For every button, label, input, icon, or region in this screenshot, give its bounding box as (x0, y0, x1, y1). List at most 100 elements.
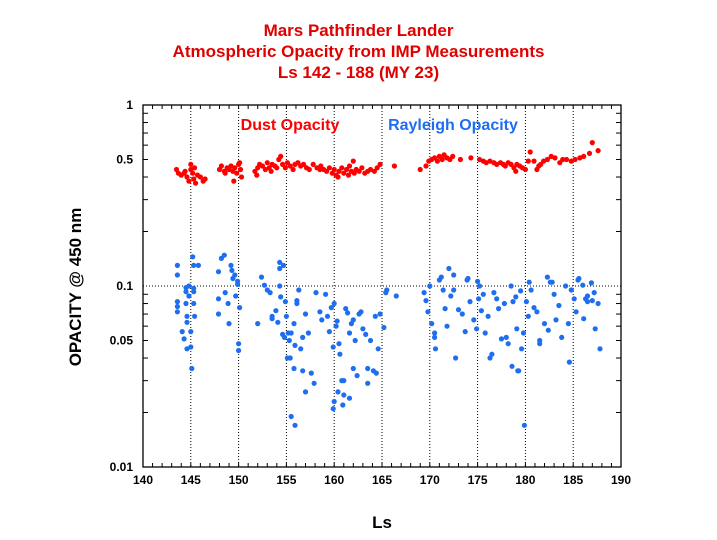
dust-point (193, 180, 199, 186)
dust-point (434, 158, 440, 164)
rayleigh-point (225, 300, 231, 307)
rayleigh-point (528, 287, 534, 293)
dust-point (254, 172, 260, 178)
dust-point (581, 153, 587, 159)
rayleigh-point (377, 311, 383, 317)
rayleigh-point (580, 282, 586, 288)
rayleigh-point (597, 346, 603, 352)
rayleigh-point (174, 309, 180, 315)
rayleigh-point (333, 323, 339, 329)
rayleigh-point (451, 287, 457, 293)
rayleigh-point (232, 272, 238, 278)
dust-point (202, 176, 208, 182)
y-tick-label-0.05: 0.05 (110, 333, 134, 347)
dust-point (278, 153, 284, 159)
dust-point (367, 166, 374, 173)
rayleigh-point (509, 363, 515, 369)
dust-point (268, 168, 274, 174)
rayleigh-point (280, 262, 287, 268)
rayleigh-point (438, 274, 444, 280)
rayleigh-point (381, 324, 387, 331)
x-tick-label-170: 170 (420, 473, 440, 487)
dust-point (237, 166, 244, 173)
rayleigh-point (350, 317, 356, 323)
x-tick-label-140: 140 (133, 473, 153, 487)
rayleigh-point (393, 293, 399, 299)
rayleigh-point (236, 347, 242, 354)
rayleigh-point (184, 313, 190, 319)
rayleigh-point (545, 327, 551, 333)
dust-point (371, 168, 377, 174)
rayleigh-point (191, 262, 197, 268)
rayleigh-point (581, 316, 587, 322)
rayleigh-point (222, 290, 228, 296)
rayleigh-point (278, 294, 284, 300)
dust-point (197, 174, 203, 180)
rayleigh-point (188, 344, 194, 350)
rayleigh-point (228, 262, 234, 268)
rayleigh-point (311, 380, 317, 386)
rayleigh-point (589, 298, 595, 304)
rayleigh-point (354, 373, 360, 379)
dust-point (190, 170, 196, 176)
rayleigh-point (288, 413, 294, 420)
rayleigh-point (503, 334, 509, 340)
y-axis-title: OPACITY @ 450 nm (66, 208, 85, 367)
dust-point (191, 176, 197, 182)
rayleigh-point (375, 346, 381, 352)
dust-point (331, 166, 337, 173)
dust-point (552, 155, 558, 161)
rayleigh-point (235, 281, 241, 287)
rayleigh-point (330, 406, 336, 412)
rayleigh-point (267, 290, 273, 296)
rayleigh-point (592, 326, 598, 332)
rayleigh-point (331, 398, 337, 405)
rayleigh-point (365, 380, 371, 386)
rayleigh-point (179, 329, 185, 335)
rayleigh-point (336, 341, 342, 347)
dust-point (237, 160, 243, 166)
rayleigh-point (237, 305, 243, 311)
x-tick-label-185: 185 (563, 473, 583, 487)
dust-point (344, 166, 350, 173)
dust-point (336, 168, 342, 174)
rayleigh-point (313, 290, 319, 296)
rayleigh-point (513, 294, 519, 300)
x-axis-title: Ls (372, 513, 392, 532)
rayleigh-point (373, 370, 379, 376)
x-tick-label-175: 175 (468, 473, 488, 487)
data-points (173, 140, 603, 428)
rayleigh-point (288, 330, 294, 336)
rayleigh-point (519, 346, 525, 352)
dust-point (531, 158, 537, 164)
rayleigh-point (427, 283, 433, 289)
dust-point (232, 165, 238, 171)
dust-point (238, 174, 245, 180)
rayleigh-point (521, 422, 528, 428)
dust-point (218, 163, 224, 169)
dust-point (222, 170, 228, 176)
rayleigh-point (191, 300, 197, 307)
dust-point (487, 158, 493, 164)
rayleigh-point (566, 359, 573, 365)
rayleigh-point (317, 309, 323, 315)
plot-frame (142, 104, 622, 468)
rayleigh-point (384, 287, 390, 293)
rayleigh-point (544, 274, 551, 280)
rayleigh-point (444, 323, 450, 329)
rayleigh-point (258, 274, 265, 280)
rayleigh-point (215, 269, 222, 275)
dust-point (563, 156, 570, 163)
rayleigh-point (236, 341, 242, 347)
rayleigh-point (273, 308, 279, 314)
y-tick-label-0.1: 0.1 (116, 279, 133, 293)
dust-point (290, 166, 296, 173)
rayleigh-point (174, 299, 180, 305)
dust-point (356, 168, 362, 174)
chart-title-line-1: Mars Pathfinder Lander (263, 21, 454, 40)
rayleigh-point (551, 291, 557, 297)
dust-point (377, 161, 383, 167)
dust-point (188, 161, 194, 167)
x-tick-label-150: 150 (229, 473, 249, 487)
